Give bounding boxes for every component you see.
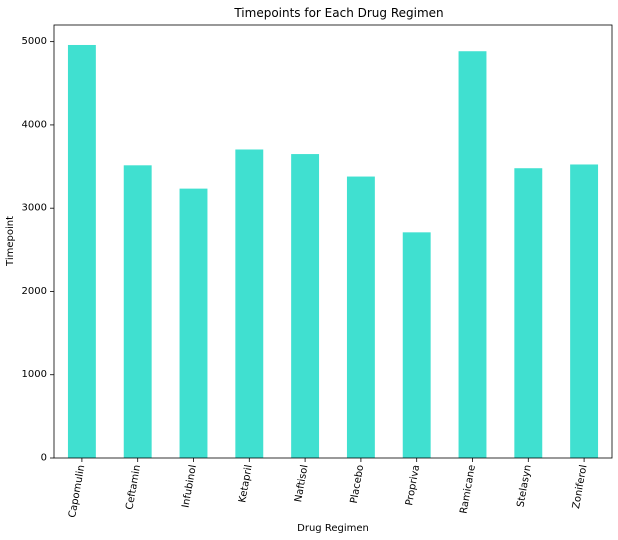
x-tick-label: Stelasyn <box>515 464 533 508</box>
y-axis-ticks: 0 1000 2000 3000 4000 5000 <box>22 36 54 464</box>
bar-zoniferol <box>570 164 599 459</box>
y-tick-label: 5000 <box>22 36 47 47</box>
bar-ceftamin <box>123 165 152 458</box>
x-tick-label: Ramicane <box>458 464 477 515</box>
bar-ketapril <box>235 149 264 459</box>
y-tick-label: 3000 <box>22 203 47 214</box>
y-tick-label: 0 <box>41 453 47 464</box>
plot-frame <box>53 24 613 459</box>
x-tick-label: Capomulin <box>67 464 87 519</box>
y-tick-label: 4000 <box>22 119 47 130</box>
bar-ramicane <box>458 51 487 459</box>
y-axis-title: Timepoint <box>5 216 16 267</box>
bar-stelasyn <box>514 168 543 458</box>
x-axis-title: Drug Regimen <box>297 523 369 534</box>
bar-placebo <box>346 176 375 459</box>
bar-propriva <box>402 232 431 458</box>
x-tick-label: Naftisol <box>293 464 310 503</box>
x-tick-label: Ketapril <box>237 464 254 504</box>
x-tick-label: Propriva <box>404 464 422 506</box>
bar-capomulin <box>67 44 96 458</box>
bar-naftisol <box>291 154 320 458</box>
x-tick-label: Placebo <box>349 464 367 504</box>
x-tick-label: Zoniferol <box>571 464 590 510</box>
bars-group <box>67 44 599 459</box>
chart-title: Timepoints for Each Drug Regimen <box>233 6 443 20</box>
bar-infubinol <box>179 188 208 459</box>
x-tick-label: Ceftamin <box>124 464 143 511</box>
x-axis-ticks: Capomulin Ceftamin Infubinol Ketapril Naftis… <box>67 458 590 519</box>
y-tick-label: 1000 <box>22 369 47 380</box>
y-tick-label: 2000 <box>22 286 47 297</box>
x-tick-label: Infubinol <box>181 464 199 509</box>
